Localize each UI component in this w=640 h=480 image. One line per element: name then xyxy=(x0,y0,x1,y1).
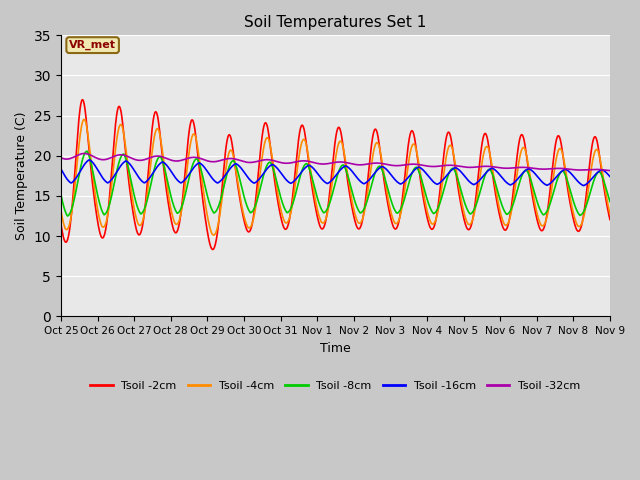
Tsoil -2cm xyxy=(209,247,216,252)
Tsoil -32cm xyxy=(606,168,614,173)
Tsoil -4cm xyxy=(57,207,65,213)
Tsoil -16cm xyxy=(57,166,65,172)
Tsoil -4cm xyxy=(606,211,614,216)
Tsoil -2cm xyxy=(166,211,174,216)
Tsoil -16cm xyxy=(580,183,588,189)
Tsoil -4cm xyxy=(241,217,249,223)
Tsoil -16cm xyxy=(180,179,188,184)
Tsoil -8cm xyxy=(241,198,249,204)
Tsoil -32cm xyxy=(57,155,65,161)
Tsoil -16cm xyxy=(86,157,93,163)
Tsoil -8cm xyxy=(57,192,65,197)
Tsoil -4cm xyxy=(210,232,218,238)
Tsoil -2cm xyxy=(79,97,86,103)
Tsoil -16cm xyxy=(493,168,500,174)
Text: VR_met: VR_met xyxy=(69,40,116,50)
Tsoil -2cm xyxy=(493,199,501,205)
Tsoil -8cm xyxy=(83,148,91,154)
Tsoil -32cm xyxy=(180,157,188,163)
Tsoil -16cm xyxy=(421,169,429,175)
Tsoil -4cm xyxy=(81,117,88,122)
Tsoil -8cm xyxy=(180,197,188,203)
Tsoil -2cm xyxy=(421,206,429,212)
Tsoil -32cm xyxy=(241,159,249,165)
Tsoil -16cm xyxy=(241,170,249,176)
Tsoil -2cm xyxy=(241,222,249,228)
Tsoil -2cm xyxy=(541,220,549,226)
X-axis label: Time: Time xyxy=(320,342,351,355)
Tsoil -8cm xyxy=(541,211,549,216)
Tsoil -2cm xyxy=(57,221,65,227)
Tsoil -8cm xyxy=(493,186,501,192)
Tsoil -4cm xyxy=(541,219,549,225)
Line: Tsoil -8cm: Tsoil -8cm xyxy=(61,151,610,216)
Tsoil -32cm xyxy=(541,166,549,172)
Line: Tsoil -4cm: Tsoil -4cm xyxy=(61,120,610,235)
Tsoil -16cm xyxy=(541,181,549,187)
Tsoil -32cm xyxy=(493,165,500,170)
Tsoil -2cm xyxy=(606,217,614,223)
Tsoil -16cm xyxy=(166,167,174,173)
Tsoil -4cm xyxy=(166,202,174,207)
Y-axis label: Soil Temperature (C): Soil Temperature (C) xyxy=(15,112,28,240)
Line: Tsoil -2cm: Tsoil -2cm xyxy=(61,100,610,250)
Tsoil -8cm xyxy=(64,213,72,219)
Tsoil -4cm xyxy=(421,200,429,205)
Tsoil -2cm xyxy=(180,188,188,193)
Line: Tsoil -16cm: Tsoil -16cm xyxy=(61,160,610,186)
Tsoil -4cm xyxy=(180,196,188,202)
Tsoil -16cm xyxy=(606,174,614,180)
Tsoil -8cm xyxy=(421,190,429,196)
Tsoil -4cm xyxy=(493,193,501,199)
Title: Soil Temperatures Set 1: Soil Temperatures Set 1 xyxy=(244,15,427,30)
Legend: Tsoil -2cm, Tsoil -4cm, Tsoil -8cm, Tsoil -16cm, Tsoil -32cm: Tsoil -2cm, Tsoil -4cm, Tsoil -8cm, Tsoi… xyxy=(86,376,585,395)
Tsoil -8cm xyxy=(166,191,174,197)
Tsoil -32cm xyxy=(421,163,429,168)
Tsoil -32cm xyxy=(166,157,174,163)
Tsoil -8cm xyxy=(606,199,614,204)
Tsoil -32cm xyxy=(81,151,88,156)
Line: Tsoil -32cm: Tsoil -32cm xyxy=(61,154,610,170)
